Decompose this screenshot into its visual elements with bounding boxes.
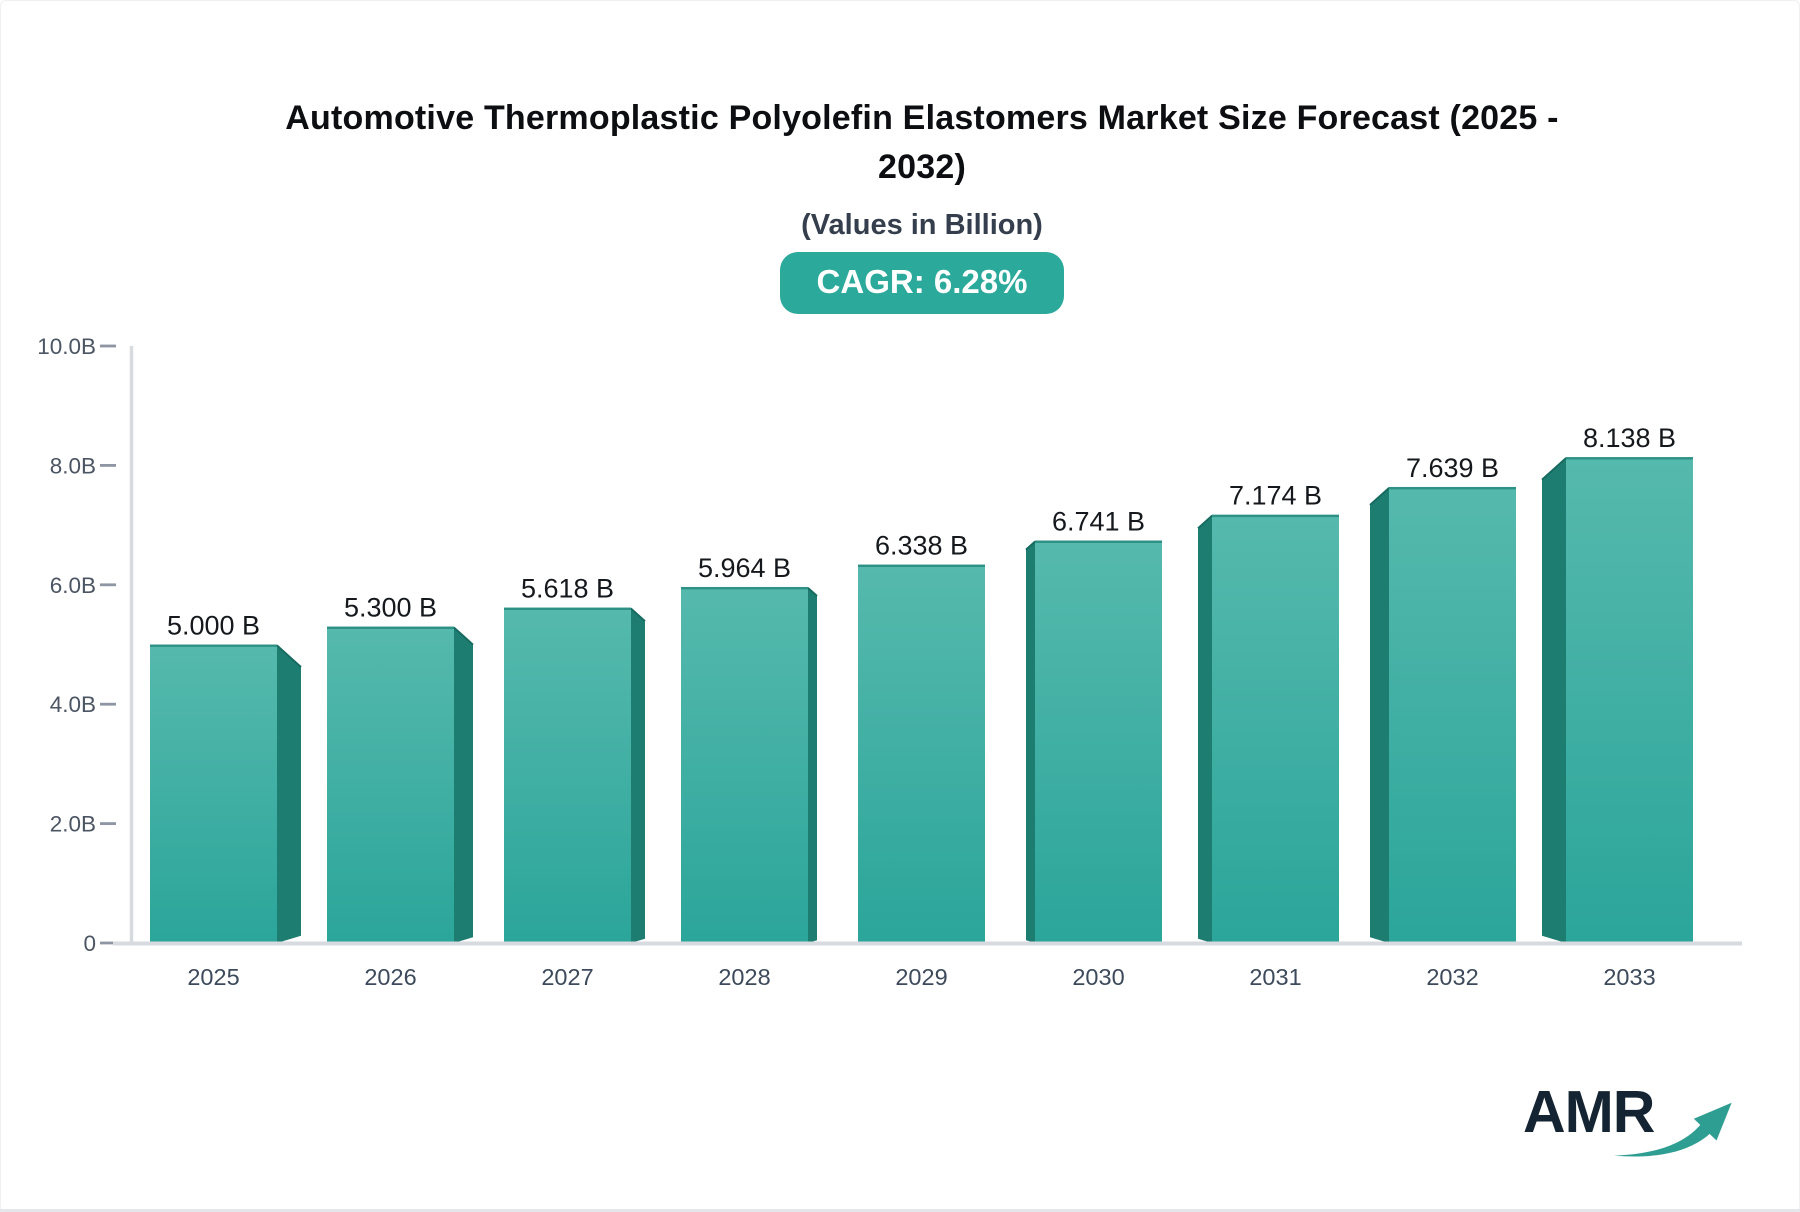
bar-2028: 5.964 B 2028	[681, 553, 818, 990]
bar-front-face	[858, 564, 985, 943]
bar-value-label: 5.300 B	[344, 593, 437, 623]
bar-front-face	[1212, 514, 1339, 943]
bar-front-face	[1389, 486, 1516, 943]
y-tick-mark	[100, 583, 116, 587]
x-axis-label: 2029	[895, 964, 947, 990]
y-tick-label: 4.0B	[50, 692, 96, 717]
bar-value-label: 7.639 B	[1406, 453, 1499, 483]
bar-value-label: 6.338 B	[875, 531, 968, 561]
bar-2027: 5.618 B 2027	[504, 574, 646, 990]
x-axis-label: 2025	[187, 964, 239, 990]
bar-2026: 5.300 B 2026	[327, 593, 474, 990]
bar-2033: 8.138 B 2033	[1541, 423, 1693, 990]
y-tick-label: 10.0B	[37, 334, 96, 359]
bar-side-face	[1026, 540, 1035, 943]
bar-front-face	[1566, 457, 1693, 943]
bar-side-face	[277, 644, 301, 943]
chart-subtitle: (Values in Billion)	[801, 209, 1043, 241]
x-axis-label: 2031	[1249, 964, 1301, 990]
y-tick-mark	[100, 941, 116, 945]
x-axis-label: 2032	[1426, 964, 1478, 990]
y-tick-label: 2.0B	[50, 812, 96, 837]
bar-side-face	[631, 607, 645, 943]
y-tick-mark	[100, 822, 116, 825]
bar-front-face	[681, 586, 808, 943]
bar-value-label: 5.000 B	[167, 611, 260, 641]
amr-logo-text: AMR	[1523, 1079, 1655, 1145]
x-axis-label: 2033	[1603, 964, 1655, 990]
page-title: Automotive Thermoplastic Polyolefin Elas…	[22, 94, 1800, 192]
bar-side-face	[1198, 514, 1212, 943]
bar-side-top-edge	[1197, 514, 1213, 530]
bar-value-label: 5.618 B	[521, 574, 614, 604]
x-axis-label: 2030	[1072, 964, 1124, 990]
y-tick-label: 8.0B	[50, 453, 96, 478]
bar-side-top-edge	[453, 626, 474, 646]
y-tick-label: 6.0B	[50, 573, 96, 598]
bar-value-label: 8.138 B	[1583, 423, 1676, 453]
page-title-line2: 2032)	[878, 148, 966, 186]
bar-value-label: 5.964 B	[698, 553, 791, 583]
bar-2030: 6.741 B 2030	[1025, 507, 1162, 990]
bar-2029: 6.338 B 2029	[858, 531, 985, 990]
x-axis-label: 2028	[718, 964, 770, 990]
bar-value-label: 6.741 B	[1052, 507, 1145, 537]
amr-logo: AMR	[1523, 1078, 1773, 1188]
bar-front-face	[150, 644, 277, 943]
bar-side-top-edge	[630, 607, 646, 622]
y-tick-mark	[100, 702, 116, 706]
bar-2031: 7.174 B 2031	[1197, 481, 1339, 990]
y-axis-line	[129, 346, 134, 943]
bar-front-face	[504, 607, 631, 943]
bar-side-top-edge	[1025, 540, 1036, 551]
chart-header: Automotive Thermoplastic Polyolefin Elas…	[22, 0, 1800, 314]
bar-side-top-edge	[807, 587, 818, 597]
bar-side-face	[1542, 457, 1566, 943]
bar-side-face	[1370, 486, 1389, 943]
bar-side-face	[454, 626, 473, 943]
bar-side-top-edge	[1541, 457, 1567, 481]
bar-2025: 5.000 B 2025	[150, 611, 302, 990]
x-axis-label: 2026	[364, 964, 416, 990]
bar-front-face	[327, 626, 454, 943]
y-tick-mark	[100, 344, 116, 348]
bar-front-face	[1035, 540, 1162, 943]
y-tick-label: 0	[83, 931, 96, 956]
bar-2032: 7.639 B 2032	[1369, 453, 1516, 990]
bar-side-top-edge	[276, 644, 302, 668]
page-title-line1: Automotive Thermoplastic Polyolefin Elas…	[285, 99, 1559, 137]
bar-side-face	[808, 586, 817, 943]
bar-value-label: 7.174 B	[1229, 481, 1322, 511]
bar-side-top-edge	[1369, 487, 1390, 506]
y-tick-mark	[100, 464, 116, 467]
growth-arrow-icon	[1614, 1102, 1732, 1157]
x-axis-label: 2027	[541, 964, 593, 990]
x-axis-line	[113, 941, 1742, 946]
cagr-badge: CAGR: 6.28%	[779, 252, 1065, 314]
